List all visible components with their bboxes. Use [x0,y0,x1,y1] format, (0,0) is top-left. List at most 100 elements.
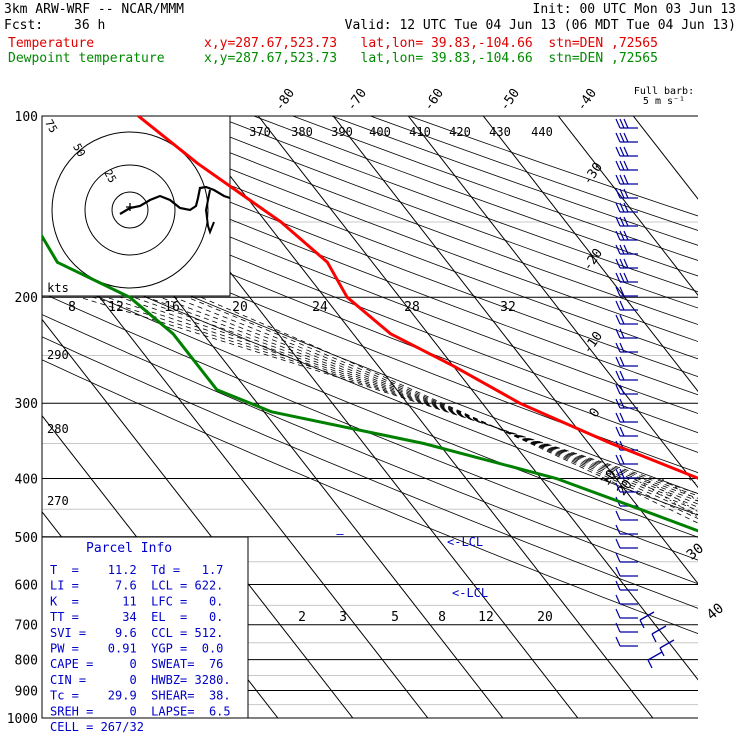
wind-barb [639,611,655,629]
dewpoint-legend: Dewpoint temperature [8,51,165,66]
el-marker: — [336,527,344,541]
dry-adiabat [331,116,698,246]
wind-barb-flag [619,398,625,409]
mixing-ratio-line [724,478,740,718]
dry-adiabat [42,212,698,474]
wind-barb-flag [615,412,621,423]
theta-label: 380 [291,125,313,139]
wind-barb-flag [615,608,621,619]
mixing-ratio-label: 8 [438,610,446,625]
profile-series [42,116,698,533]
parcel-info-row: SREH = 0 LAPSE= 6.5 [50,704,231,718]
theta-label: 280 [47,422,69,436]
theta-label: 400 [369,125,391,139]
wind-barb-flag [623,272,629,283]
parcel-info-row: TT = 34 EL = 0. [50,610,223,624]
hodograph-ring [84,164,176,256]
pressure-tick-label: 400 [15,472,38,487]
wind-barb-flag [619,244,625,255]
wind-barb-flag [615,398,621,409]
wind-barb-flag [615,174,621,185]
hodograph: 75 50 25 kts [41,115,231,297]
wind-barb-flag [619,454,625,465]
wind-barb-flag [615,160,621,171]
pressure-tick-label: 800 [15,654,38,669]
wind-barb-flag [615,622,621,633]
theta-label: 290 [47,348,69,362]
wind-barb-flag [615,118,621,129]
pressure-tick-label: 500 [15,531,38,546]
hodograph-ring [111,191,149,229]
wind-barb-flag [615,356,621,367]
wind-barb-flag [615,552,621,563]
parcel-info-row: Tc = 29.9 SHEAR= 38. [50,689,231,703]
wind-barb-flag [615,202,621,213]
temperature-tick-label: -20 [580,246,606,274]
hodograph-ring-label: 75 [42,117,60,135]
wind-barb-flag [615,468,621,479]
wind-barb-flag [619,132,625,143]
parcel-info-row: K = 11 LFC = 0. [50,594,223,608]
mixing-ratio-label: 2 [298,610,306,625]
wind-barb-flag [623,188,629,199]
theta-label: 430 [489,125,511,139]
pressure-tick-label: 700 [15,619,38,634]
isotherm-line [42,318,354,718]
wind-barbs: Full barb:5 m s⁻¹ [615,86,694,669]
wind-barb-flag [619,202,625,213]
wind-barb-flag [615,594,621,605]
forecast-hour: 36 h [74,18,106,33]
hodograph-ring-label: 50 [70,141,88,159]
wind-barb-flag [615,580,621,591]
temperature-profile [137,116,698,480]
mixing-ratio-label: 12 [478,610,494,625]
dry-adiabat [42,124,698,378]
wind-barb-flag [623,258,629,269]
wind-barb-flag [619,160,625,171]
parcel-info-row: SVI = 9.6 CCL = 512. [50,626,223,640]
wind-barb-flag [619,342,625,353]
wind-barb-flag [615,300,621,311]
pressure-tick-label: 100 [15,110,38,125]
wind-barb-flag [615,524,621,535]
wind-barb-flag [619,412,625,423]
wind-barb-flag [619,426,625,437]
dry-adiabat [42,336,698,609]
wind-barb-flag [623,230,629,241]
temperature-tick-label: 40 [704,600,727,623]
wind-barb-flag [623,118,629,129]
wind-barb-flag [615,454,621,465]
isotherm-line [482,116,698,393]
theta-label: 390 [331,125,353,139]
wind-barb-flag [619,328,625,339]
dry-adiabat [42,271,698,538]
wind-barb-flag [615,328,621,339]
wind-barb-flag [619,188,625,199]
hodograph-ring-label: 25 [101,167,119,185]
lcl-marker: <-LCL [447,535,483,549]
dry-adiabat [42,251,698,516]
hodograph-trace [204,189,215,235]
wind-barb-flag [615,244,621,255]
moist-adiabat [173,296,698,515]
moist-adiabat [200,296,698,524]
wind-barb-flag [619,146,625,157]
wind-barb-flag [619,314,625,325]
isotherm-line [332,116,698,585]
mixing-ratio-label: 28 [404,300,420,315]
wind-barb-flag [619,300,625,311]
wind-barb [647,651,663,669]
isotherm-line [42,222,429,718]
temperature-tick-label: -50 [497,86,523,114]
wind-barb-flag [615,636,621,647]
dry-adiabat [370,116,698,231]
mixing-ratio-label: 3 [339,610,347,625]
hodograph-ring [51,131,209,289]
isotherm-line [182,116,654,718]
temperature-tick-label: 0 [587,405,604,420]
pressure-tick-label: 900 [15,684,38,699]
init-time: Init: 00 UTC Mon 03 Jun 13 [532,2,737,17]
annotations: <-LCL <-LCL — [336,527,488,600]
